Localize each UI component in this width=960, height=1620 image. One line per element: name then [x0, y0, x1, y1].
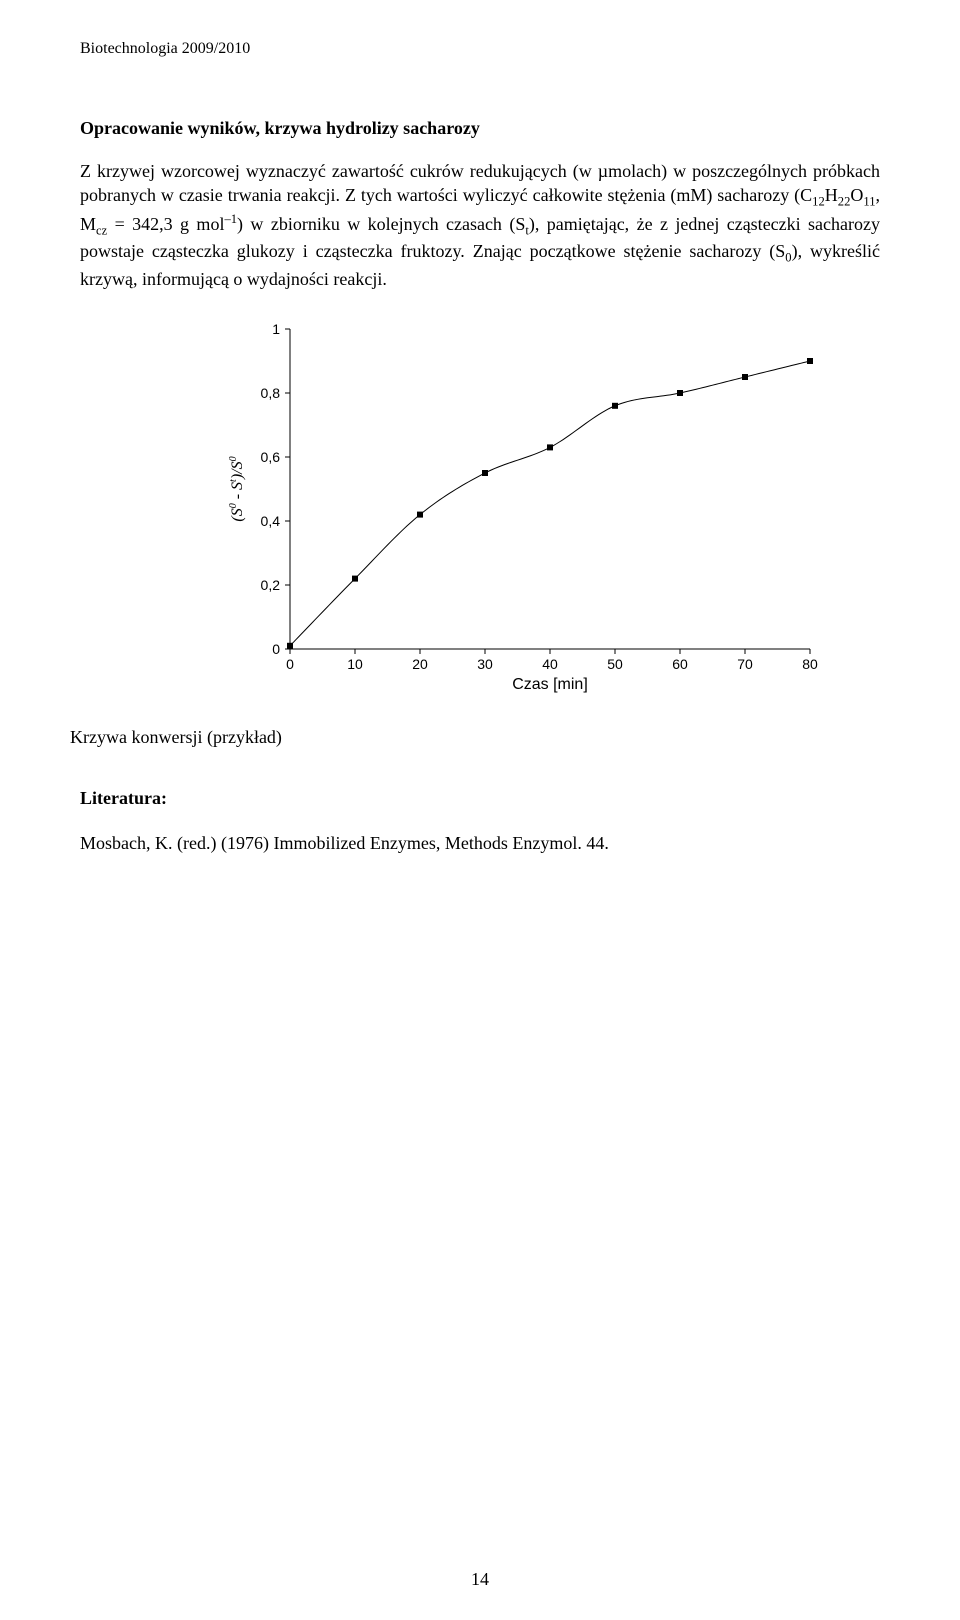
svg-text:0: 0 — [272, 641, 280, 657]
body-paragraph: Z krzywej wzorcowej wyznaczyć zawartość … — [80, 159, 880, 291]
svg-text:50: 50 — [607, 656, 623, 672]
svg-text:Czas [min]: Czas [min] — [512, 676, 588, 693]
conversion-chart: 00,20,40,60,8101020304050607080Czas [min… — [220, 309, 880, 709]
document-page: Biotechnologia 2009/2010 Opracowanie wyn… — [0, 0, 960, 1620]
svg-text:60: 60 — [672, 656, 688, 672]
page-number: 14 — [0, 1569, 960, 1590]
chart-svg: 00,20,40,60,8101020304050607080Czas [min… — [220, 309, 840, 709]
svg-text:0,2: 0,2 — [261, 577, 281, 593]
literature-heading: Literatura: — [80, 788, 880, 809]
svg-text:0,6: 0,6 — [261, 449, 281, 465]
svg-text:20: 20 — [412, 656, 428, 672]
svg-text:10: 10 — [347, 656, 363, 672]
literature-entry: Mosbach, K. (red.) (1976) Immobilized En… — [80, 833, 880, 854]
chart-caption: Krzywa konwersji (przykład) — [70, 727, 880, 748]
svg-text:0,8: 0,8 — [261, 385, 281, 401]
svg-text:40: 40 — [542, 656, 558, 672]
course-header: Biotechnologia 2009/2010 — [80, 40, 880, 58]
section-heading: Opracowanie wyników, krzywa hydrolizy sa… — [80, 118, 880, 139]
svg-text:0: 0 — [286, 656, 294, 672]
svg-text:1: 1 — [272, 321, 280, 337]
svg-text:30: 30 — [477, 656, 493, 672]
svg-text:80: 80 — [802, 656, 818, 672]
svg-text:(S0 - St)/S0: (S0 - St)/S0 — [228, 457, 246, 522]
svg-text:0,4: 0,4 — [261, 513, 281, 529]
svg-text:70: 70 — [737, 656, 753, 672]
